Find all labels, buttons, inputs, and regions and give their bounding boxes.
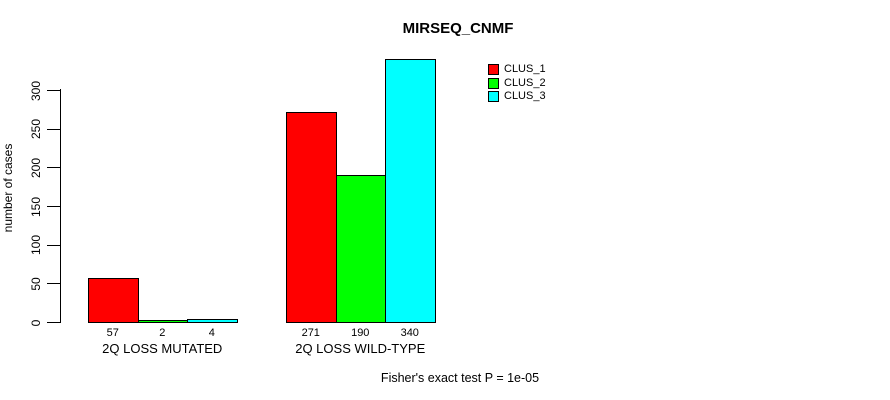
y-axis-tick <box>47 128 60 130</box>
legend-label: CLUS_3 <box>504 89 546 102</box>
y-axis-tick-label: 50 <box>29 277 43 291</box>
bar-clus_1-2 <box>286 112 337 323</box>
legend-item: CLUS_1 <box>488 63 546 76</box>
bar-clus_2-1 <box>137 320 188 323</box>
fisher-test-annotation: Fisher's exact test P = 1e-05 <box>380 371 540 385</box>
y-axis-title: number of cases <box>1 143 15 233</box>
y-axis-tick <box>47 90 60 91</box>
bar-clus_2-2 <box>335 175 386 323</box>
y-axis-tick <box>47 206 60 207</box>
bar-value-label: 2 <box>159 327 166 339</box>
legend: CLUS_1 CLUS_2 CLUS_3 <box>488 63 546 103</box>
y-axis-tick <box>47 283 60 285</box>
legend-swatch-clus_1 <box>488 64 499 76</box>
legend-item: CLUS_3 <box>488 90 546 103</box>
chart-title: MIRSEQ_CNMF <box>402 20 514 37</box>
bar-value-label: 271 <box>301 327 320 339</box>
y-axis-tick-label: 100 <box>29 235 43 256</box>
bar-value-label: 57 <box>106 327 119 339</box>
legend-swatch-clus_2 <box>488 77 499 89</box>
y-axis-line <box>60 89 61 323</box>
legend-label: CLUS_1 <box>504 63 546 76</box>
category-label: 2Q LOSS WILD-TYPE <box>295 341 426 356</box>
category-label: 2Q LOSS MUTATED <box>102 341 223 356</box>
y-axis-tick <box>47 244 60 246</box>
y-axis-tick <box>47 322 60 323</box>
y-axis-tick-label: 0 <box>29 319 43 326</box>
bar-value-label: 340 <box>400 327 419 339</box>
y-axis-tick-label: 200 <box>29 157 43 178</box>
y-axis-tick-label: 150 <box>29 196 43 217</box>
bar-value-label: 4 <box>208 327 215 339</box>
bar-value-label: 190 <box>351 327 370 339</box>
bar-clus_1-1 <box>88 277 139 323</box>
y-axis-tick-label: 300 <box>29 80 43 101</box>
y-axis-tick <box>47 167 60 169</box>
legend-label: CLUS_2 <box>504 76 546 89</box>
bar-clus_3-1 <box>187 318 238 323</box>
legend-item: CLUS_2 <box>488 76 546 89</box>
bar-clus_3-2 <box>385 59 436 323</box>
y-axis-tick-label: 250 <box>29 119 43 140</box>
legend-swatch-clus_3 <box>488 90 499 102</box>
